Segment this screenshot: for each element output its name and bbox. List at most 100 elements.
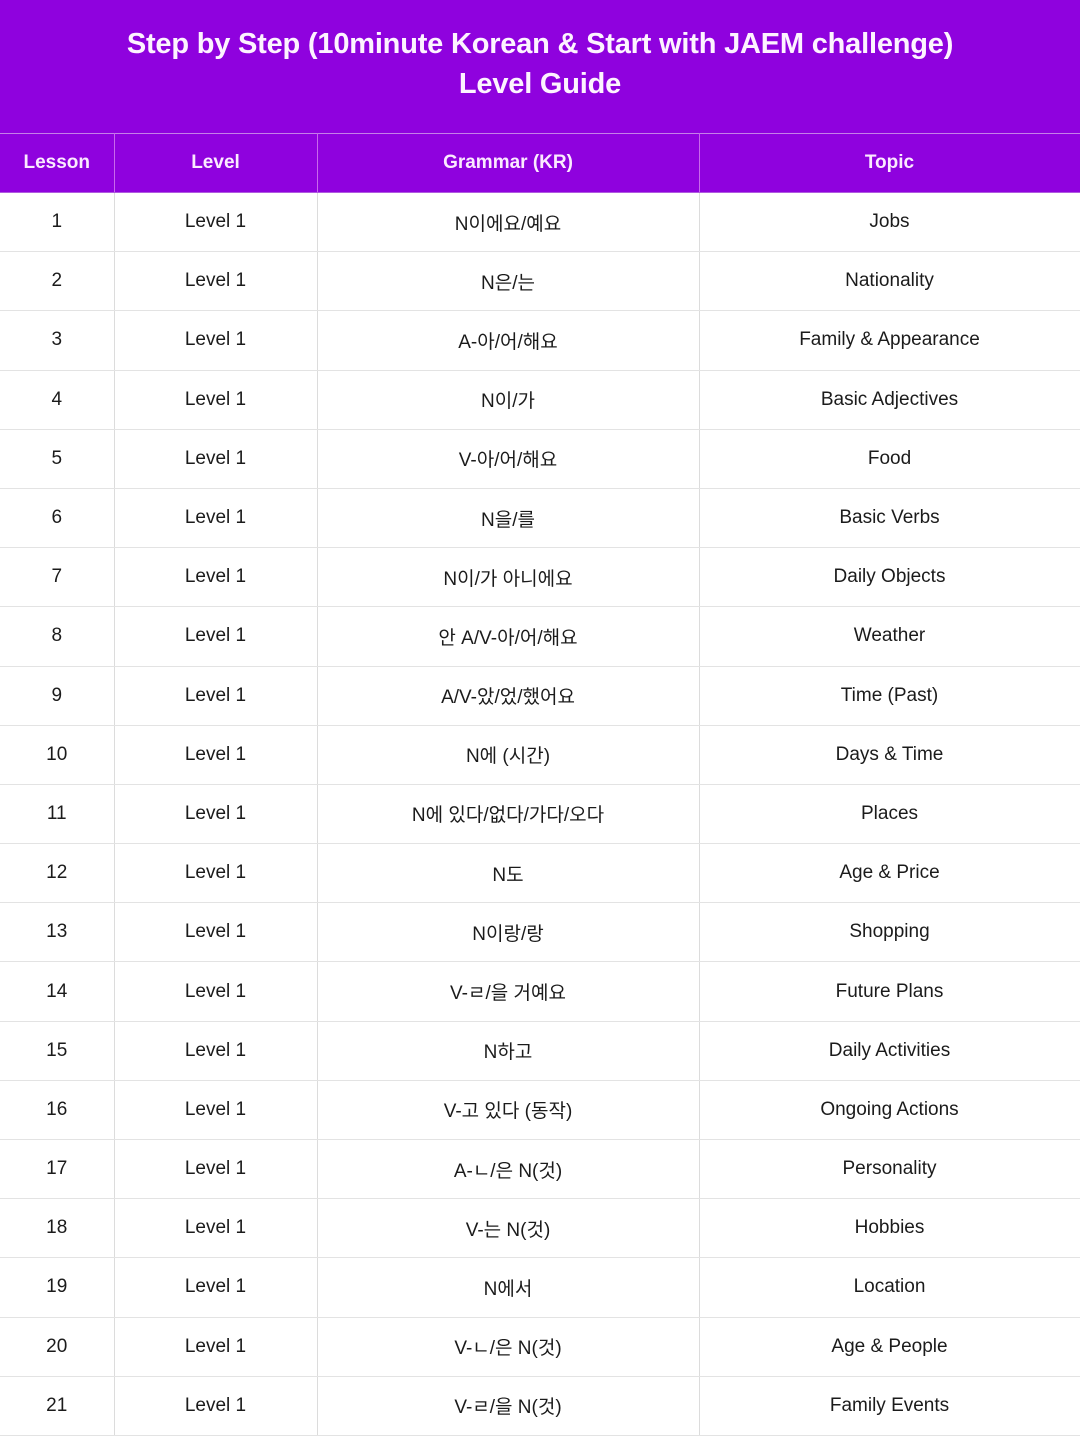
cell-grammar: A-아/어/해요 <box>317 310 700 371</box>
title-banner: Step by Step (10minute Korean & Start wi… <box>0 0 1080 133</box>
cell-level: Level 1 <box>114 429 318 489</box>
cell-topic: Jobs <box>699 192 1080 253</box>
cell-topic: Age & People <box>699 1317 1080 1377</box>
cell-topic: Weather <box>699 606 1080 667</box>
cell-level: Level 1 <box>114 1139 318 1200</box>
cell-topic: Basic Verbs <box>699 488 1080 549</box>
table-row: 18 Level 1 V-는 N(것) Hobbies <box>0 1198 1080 1259</box>
table-row: 21 Level 1 V-ㄹ/을 N(것) Family Events <box>0 1376 1080 1436</box>
cell-level: Level 1 <box>114 725 318 785</box>
cell-level: Level 1 <box>114 784 318 845</box>
cell-grammar: V-고 있다 (동작) <box>317 1080 700 1141</box>
cell-level: Level 1 <box>114 1080 318 1141</box>
cell-lesson: 21 <box>0 1376 115 1436</box>
cell-grammar: N도 <box>317 843 700 904</box>
cell-level: Level 1 <box>114 843 318 904</box>
cell-lesson: 12 <box>0 843 115 904</box>
cell-topic: Shopping <box>699 902 1080 963</box>
cell-topic: Days & Time <box>699 725 1080 785</box>
cell-grammar: A-ㄴ/은 N(것) <box>317 1139 700 1200</box>
table-row: 12 Level 1 N도 Age & Price <box>0 843 1080 904</box>
table-row: 17 Level 1 A-ㄴ/은 N(것) Personality <box>0 1139 1080 1200</box>
level-guide-table: Lesson Level Grammar (KR) Topic 1 Level 1… <box>0 133 1080 1436</box>
cell-topic: Nationality <box>699 251 1080 312</box>
cell-topic: Daily Activities <box>699 1021 1080 1081</box>
cell-lesson: 3 <box>0 310 115 371</box>
cell-grammar: N하고 <box>317 1021 700 1081</box>
cell-level: Level 1 <box>114 606 318 667</box>
cell-lesson: 9 <box>0 666 115 726</box>
cell-topic: Personality <box>699 1139 1080 1200</box>
table-row: 4 Level 1 N이/가 Basic Adjectives <box>0 370 1080 430</box>
cell-topic: Hobbies <box>699 1198 1080 1259</box>
cell-level: Level 1 <box>114 488 318 549</box>
table-row: 14 Level 1 V-ㄹ/을 거예요 Future Plans <box>0 961 1080 1022</box>
cell-lesson: 14 <box>0 961 115 1022</box>
cell-grammar: N에서 <box>317 1257 700 1318</box>
cell-grammar: V-ㄴ/은 N(것) <box>317 1317 700 1377</box>
cell-lesson: 10 <box>0 725 115 785</box>
cell-lesson: 16 <box>0 1080 115 1141</box>
cell-level: Level 1 <box>114 192 318 253</box>
table-row: 20 Level 1 V-ㄴ/은 N(것) Age & People <box>0 1317 1080 1377</box>
cell-lesson: 13 <box>0 902 115 963</box>
cell-level: Level 1 <box>114 1021 318 1081</box>
cell-level: Level 1 <box>114 547 318 608</box>
cell-topic: Time (Past) <box>699 666 1080 726</box>
cell-topic: Family & Appearance <box>699 310 1080 371</box>
cell-topic: Location <box>699 1257 1080 1318</box>
column-header-topic: Topic <box>699 133 1080 193</box>
cell-grammar: N을/를 <box>317 488 700 549</box>
column-header-level: Level <box>114 133 318 193</box>
table-row: 16 Level 1 V-고 있다 (동작) Ongoing Actions <box>0 1080 1080 1141</box>
cell-level: Level 1 <box>114 961 318 1022</box>
cell-grammar: N이/가 <box>317 370 700 430</box>
cell-grammar: V-ㄹ/을 N(것) <box>317 1376 700 1436</box>
cell-level: Level 1 <box>114 1257 318 1318</box>
cell-topic: Food <box>699 429 1080 489</box>
cell-topic: Family Events <box>699 1376 1080 1436</box>
cell-level: Level 1 <box>114 370 318 430</box>
cell-grammar: N이/가 아니에요 <box>317 547 700 608</box>
cell-lesson: 4 <box>0 370 115 430</box>
table-row: 6 Level 1 N을/를 Basic Verbs <box>0 488 1080 549</box>
cell-level: Level 1 <box>114 1198 318 1259</box>
table-row: 15 Level 1 N하고 Daily Activities <box>0 1021 1080 1081</box>
cell-lesson: 18 <box>0 1198 115 1259</box>
cell-lesson: 8 <box>0 606 115 667</box>
cell-topic: Ongoing Actions <box>699 1080 1080 1141</box>
cell-grammar: V-아/어/해요 <box>317 429 700 489</box>
cell-lesson: 15 <box>0 1021 115 1081</box>
cell-level: Level 1 <box>114 1317 318 1377</box>
cell-grammar: A/V-았/었/했어요 <box>317 666 700 726</box>
table-row: 9 Level 1 A/V-았/었/했어요 Time (Past) <box>0 666 1080 726</box>
table-row: 11 Level 1 N에 있다/없다/가다/오다 Places <box>0 784 1080 845</box>
cell-lesson: 11 <box>0 784 115 845</box>
table-row: 7 Level 1 N이/가 아니에요 Daily Objects <box>0 547 1080 608</box>
table-row: 1 Level 1 N이에요/예요 Jobs <box>0 192 1080 253</box>
column-header-grammar: Grammar (KR) <box>317 133 700 193</box>
cell-grammar: N은/는 <box>317 251 700 312</box>
cell-grammar: N이에요/예요 <box>317 192 700 253</box>
cell-grammar: N에 있다/없다/가다/오다 <box>317 784 700 845</box>
cell-lesson: 19 <box>0 1257 115 1318</box>
cell-grammar: V-ㄹ/을 거예요 <box>317 961 700 1022</box>
cell-topic: Daily Objects <box>699 547 1080 608</box>
table-body: 1 Level 1 N이에요/예요 Jobs 2 Level 1 N은/는 Nationali… <box>0 192 1080 1436</box>
table-row: 13 Level 1 N이랑/랑 Shopping <box>0 902 1080 963</box>
cell-level: Level 1 <box>114 1376 318 1436</box>
cell-lesson: 7 <box>0 547 115 608</box>
cell-grammar: V-는 N(것) <box>317 1198 700 1259</box>
cell-level: Level 1 <box>114 251 318 312</box>
table-header: Lesson Level Grammar (KR) Topic <box>0 133 1080 193</box>
cell-topic: Age & Price <box>699 843 1080 904</box>
cell-topic: Places <box>699 784 1080 845</box>
cell-grammar: N에 (시간) <box>317 725 700 785</box>
cell-grammar: N이랑/랑 <box>317 902 700 963</box>
page-title-line-1: Step by Step (10minute Korean & Start wi… <box>126 28 954 61</box>
table-header-row: Lesson Level Grammar (KR) Topic <box>0 133 1080 193</box>
cell-lesson: 6 <box>0 488 115 549</box>
cell-lesson: 17 <box>0 1139 115 1200</box>
